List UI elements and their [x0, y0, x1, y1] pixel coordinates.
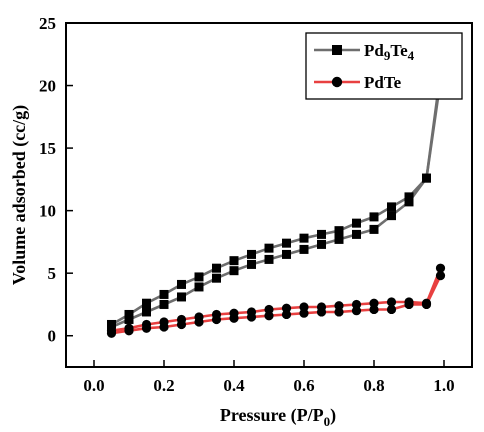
pd9te4-adsorption-point [404, 197, 414, 207]
legend-pd9te4-sub2: 4 [408, 48, 415, 63]
x-tick-label: 0.8 [363, 376, 384, 395]
pd9te4-adsorption-point [387, 211, 396, 221]
pd9te4-adsorption-point [264, 254, 274, 264]
y-tick-label: 25 [39, 14, 56, 33]
pd9te4-desorption-point [317, 229, 326, 239]
pdte-desorption-point [351, 299, 362, 310]
pd9te4-desorption-point [334, 226, 344, 236]
pdte-desorption-point [435, 263, 446, 273]
pd9te4-adsorption-point [124, 314, 134, 324]
pd9te4-desorption-point [194, 272, 204, 282]
x-tick-label: 0.6 [293, 376, 314, 395]
series-layer [106, 68, 446, 338]
series-pd9te4 [107, 68, 445, 332]
legend-box [305, 32, 463, 100]
pd9te4-desorption-point [422, 173, 431, 183]
y-tick-label: 20 [39, 77, 56, 96]
pd9te4-desorption-point [107, 319, 116, 329]
legend: Pd9Te4 PdTe [305, 32, 463, 100]
pdte-desorption-point [246, 307, 257, 317]
pd9te4-adsorption-point [282, 249, 291, 259]
x-axis-label-main: Pressure (P/P [220, 405, 324, 426]
pd9te4-desorption-point [282, 238, 291, 248]
legend-pd9te4-sub1: 9 [384, 48, 391, 63]
x-axis-label-subscript: 0 [324, 414, 331, 429]
y-tick-label: 0 [48, 327, 57, 346]
pd9te4-desorption-point [369, 212, 379, 222]
pd9te4-adsorption-point [369, 224, 379, 234]
pd9te4-adsorption-point [142, 307, 151, 317]
pdte-desorption-point [334, 301, 344, 311]
pdte-desorption-point [316, 302, 327, 312]
pdte-adsorption-point [435, 271, 446, 281]
x-axis-label-close: ) [330, 405, 336, 426]
pd9te4-desorption-point [142, 298, 151, 308]
pd9te4-adsorption-point [352, 229, 361, 239]
pdte-desorption-point [211, 309, 222, 320]
pd9te4-adsorption-point [212, 273, 221, 283]
pdte-desorption-point [404, 297, 414, 307]
pd9te4-desorption-point [352, 218, 361, 228]
pdte-desorption-point [141, 319, 152, 330]
pd9te4-desorption-point [264, 243, 274, 253]
x-axis-label: Pressure (P/P0) [220, 405, 336, 429]
legend-marker-pd9te4 [332, 45, 342, 55]
pd9te4-desorption-point [247, 249, 256, 259]
pdte-desorption-point [421, 298, 432, 308]
pd9te4-adsorption-point [159, 299, 169, 309]
pdte-desorption-point [159, 317, 169, 327]
pd9te4-desorption-point [177, 279, 186, 289]
plot-border [65, 22, 473, 368]
pd9te4-adsorption-point [229, 266, 239, 276]
pd9te4-adsorption-point [299, 244, 309, 254]
x-tick-label: 0.0 [83, 376, 104, 395]
y-tick-label: 5 [48, 264, 57, 283]
plot-area [65, 22, 473, 368]
x-axis: 0.0 0.2 0.4 0.6 0.8 1.0 [83, 360, 455, 395]
pdte-desorption-point [229, 308, 239, 318]
pd9te4-desorption-point [212, 263, 221, 273]
pd9te4-desorption-point [387, 202, 396, 212]
pdte-adsorption-point [386, 304, 397, 315]
y-tick-label: 10 [39, 202, 56, 221]
legend-pd9te4-mid: Te [390, 41, 408, 60]
pd9te4-desorption-point [299, 233, 309, 243]
pd9te4-desorption-line [110, 72, 442, 326]
pd9te4-desorption-point [404, 192, 414, 202]
pd9te4-adsorption-point [194, 282, 204, 292]
legend-label-pdte: PdTe [364, 73, 402, 92]
pd9te4-adsorption-point [334, 234, 344, 244]
pd9te4-desorption-point [124, 309, 134, 319]
y-tick-label: 15 [39, 139, 56, 158]
series-pdte [106, 263, 446, 338]
pdte-desorption-point [194, 312, 204, 322]
legend-marker-pdte [331, 76, 343, 88]
y-axis: 0 5 10 15 20 25 [39, 14, 73, 346]
x-tick-label: 0.2 [153, 376, 174, 395]
pdte-desorption-point [176, 314, 187, 325]
legend-pd9te4-main: Pd [364, 41, 384, 60]
pdte-desorption-point [106, 326, 117, 336]
pdte-desorption-point [299, 302, 309, 312]
x-tick-label: 0.4 [223, 376, 245, 395]
pd9te4-adsorption-point [317, 239, 326, 249]
pdte-desorption-point [369, 298, 379, 308]
y-axis-label: Volume adsorbed (cc/g) [9, 105, 30, 285]
pd9te4-desorption-point [229, 256, 239, 266]
pd9te4-adsorption-point [247, 259, 256, 269]
pdte-desorption-point [124, 323, 134, 333]
pdte-desorption-point [386, 297, 397, 307]
legend-label-pd9te4: Pd9Te4 [364, 41, 415, 63]
pd9te4-desorption-point [159, 289, 169, 299]
x-tick-label: 1.0 [433, 376, 454, 395]
pd9te4-adsorption-point [177, 292, 186, 302]
pdte-desorption-point [264, 304, 274, 315]
pdte-desorption-point [281, 303, 292, 313]
